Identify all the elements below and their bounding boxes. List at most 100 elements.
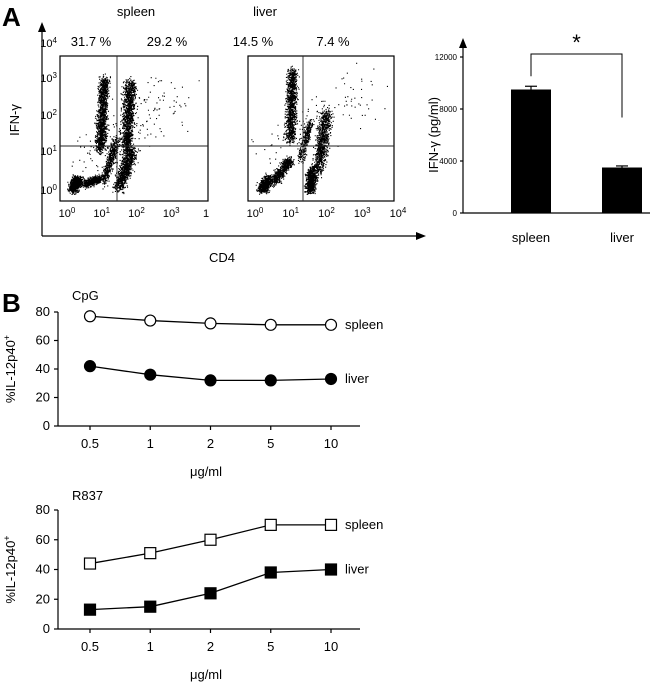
point-liver-1 [144, 600, 157, 613]
series-label-spleen: spleen [345, 517, 383, 532]
dot-cloud [67, 73, 200, 195]
y-tick-label: 103 [40, 71, 57, 85]
y-tick-label: 102 [40, 108, 57, 122]
y-tick-label: 8000 [439, 105, 457, 114]
flow-plot-title: spleen [117, 4, 155, 19]
y-axis-label: %IL-12p40+ [2, 335, 18, 403]
y-tick-label: 80 [36, 304, 50, 319]
ifn-gamma-bar-chart: 0 4000 8000 12000 IFN-γ (pg/ml) spleen liver * [426, 30, 650, 245]
x-tick-label: 100 [59, 206, 76, 220]
r837-line-chart: R837 0 20 40 60 80 0.5 1 2 5 10 μg/ml %IL-12p40+ sple… [2, 488, 383, 682]
panel-a-shared-axes: CD4 IFN-γ [7, 22, 426, 265]
x-tick-label: 2 [207, 436, 214, 451]
ifn-gamma-axis-label: IFN-γ [7, 104, 22, 136]
x-tick-labels: 100 101 102 103 104 [247, 206, 407, 220]
y-tick-label: 104 [40, 36, 57, 50]
point-spleen-5 [264, 518, 277, 531]
x-tick-label: 102 [128, 206, 145, 220]
point-liver-10 [324, 563, 338, 576]
series-label-spleen: spleen [345, 317, 383, 332]
quadrant-upper-left-value: 31.7 % [71, 34, 112, 49]
chart-title: CpG [72, 288, 99, 303]
dot-cloud-path [67, 73, 200, 195]
x-tick-labels: 100 101 102 103 1 [59, 206, 209, 220]
y-tick-label: 20 [36, 390, 50, 405]
point-spleen-0.5 [83, 310, 97, 323]
x-tick-label: 102 [318, 206, 335, 220]
x-tick-label: 0.5 [81, 436, 99, 451]
point-liver-5 [264, 374, 277, 387]
y-tick-label: 60 [36, 333, 50, 348]
chart-title: R837 [72, 488, 103, 503]
x-axis-label: μg/ml [190, 667, 222, 682]
x-tick-label: 103 [163, 206, 180, 220]
y-tick-label: 80 [36, 502, 50, 517]
panel-a-letter: A [2, 2, 21, 32]
x-tick-label: 10 [324, 639, 338, 654]
point-spleen-0.5 [83, 557, 97, 570]
y-tick-labels: 100 101 102 103 104 [40, 36, 57, 197]
y-axis-label: %IL-12p40+ [2, 535, 18, 603]
panel-b-letter: B [2, 288, 21, 318]
quadrant-upper-right-value: 29.2 % [147, 34, 188, 49]
point-liver-1 [144, 368, 157, 381]
y-tick-label: 40 [36, 361, 50, 376]
x-tick-label: liver [610, 230, 635, 245]
y-tick-label: 0 [453, 209, 458, 218]
dot-cloud-path [251, 62, 388, 195]
point-spleen-5 [264, 318, 277, 331]
y-axis-arrow [459, 38, 467, 48]
point-spleen-1 [144, 314, 157, 327]
dot-cloud [251, 62, 388, 195]
x-tick-label: 5 [267, 639, 274, 654]
point-spleen-10 [324, 318, 338, 331]
x-tick-label: 1 [203, 208, 209, 220]
point-liver-2 [204, 374, 217, 387]
y-tick-label: 0 [43, 621, 50, 636]
x-tick-label: 5 [267, 436, 274, 451]
point-liver-0.5 [83, 603, 97, 616]
point-spleen-10 [324, 518, 338, 531]
flow-plot-title: liver [253, 4, 278, 19]
series-label-liver: liver [345, 562, 370, 577]
x-tick-label: 1 [147, 436, 154, 451]
x-tick-label: 0.5 [81, 639, 99, 654]
quadrant-upper-left-value: 14.5 % [233, 34, 274, 49]
series-label-liver: liver [345, 371, 370, 386]
point-liver-2 [204, 587, 217, 600]
y-tick-label: 12000 [435, 53, 458, 62]
point-liver-5 [264, 566, 277, 579]
y-tick-label: 20 [36, 591, 50, 606]
bar-spleen [511, 89, 551, 213]
y-tick-label: 40 [36, 562, 50, 577]
x-tick-label: 1 [147, 639, 154, 654]
flow-plot-spleen: spleen 31.7 % 29.2 % 100 101 102 103 1 10010… [40, 4, 209, 220]
flow-plot-frame [247, 55, 395, 202]
x-tick-label: 100 [247, 206, 264, 220]
quadrant-upper-right-value: 7.4 % [316, 34, 350, 49]
x-tick-label: 103 [354, 206, 371, 220]
y-tick-label: 60 [36, 532, 50, 547]
cpg-line-chart: B CpG 0 20 40 60 80 0.5 1 2 5 10 μg/ml %IL-12p40+ sple… [2, 288, 383, 479]
y-tick-label: 0 [43, 418, 50, 433]
x-tick-label: 10 [324, 436, 338, 451]
flow-plot-frame [59, 55, 209, 202]
point-liver-0.5 [83, 360, 97, 373]
cd4-axis-label: CD4 [209, 250, 235, 265]
y-tick-label: 4000 [439, 157, 457, 166]
x-tick-label: 101 [93, 206, 110, 220]
y-tick-label: 100 [40, 183, 57, 197]
x-tick-label: spleen [512, 230, 550, 245]
bar-liver [602, 167, 642, 213]
point-spleen-1 [144, 547, 157, 560]
point-liver-10 [324, 372, 338, 386]
x-tick-label: 2 [207, 639, 214, 654]
significance-bracket [530, 53, 623, 118]
significance-asterisk: * [572, 30, 581, 55]
x-tick-label: 101 [282, 206, 299, 220]
point-spleen-2 [204, 533, 217, 546]
y-axis-label: IFN-γ (pg/ml) [426, 97, 441, 173]
x-tick-label: 104 [390, 206, 407, 220]
y-tick-label: 101 [40, 144, 57, 158]
